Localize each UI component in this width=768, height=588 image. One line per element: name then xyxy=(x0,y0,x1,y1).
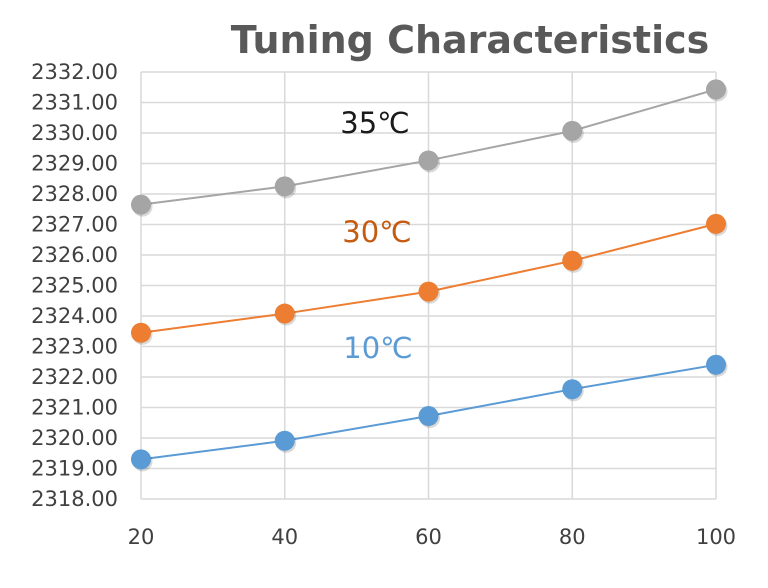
data-point xyxy=(131,194,151,215)
data-point xyxy=(562,379,583,400)
y-tick-label: 2324.00 xyxy=(31,304,118,328)
y-tick-label: 2323.00 xyxy=(31,335,118,359)
series-30c xyxy=(131,213,728,345)
y-tick-label: 2328.00 xyxy=(31,182,118,206)
data-point xyxy=(706,79,726,100)
series-label: 30℃ xyxy=(342,215,411,249)
data-point xyxy=(274,430,295,451)
y-tick-label: 2330.00 xyxy=(31,121,118,145)
y-tick-label: 2329.00 xyxy=(31,152,118,176)
data-point xyxy=(418,281,439,302)
y-tick-label: 2331.00 xyxy=(31,91,118,115)
data-point xyxy=(562,250,583,271)
x-tick-label: 40 xyxy=(271,525,298,549)
x-tick-label: 20 xyxy=(128,525,155,549)
data-point xyxy=(418,150,439,171)
data-point xyxy=(274,176,295,197)
data-point xyxy=(418,406,439,427)
x-axis-ticks: 20 40 60 80 100 xyxy=(128,525,736,549)
y-tick-label: 2327.00 xyxy=(31,213,118,237)
y-tick-label: 2325.00 xyxy=(31,274,118,298)
y-tick-label: 2332.00 xyxy=(31,60,118,84)
series-labels: 35℃ 30℃ 10℃ xyxy=(340,106,412,365)
data-point xyxy=(706,354,726,375)
series-group xyxy=(131,79,728,472)
x-tick-label: 100 xyxy=(696,525,736,549)
y-axis-ticks: 2318.00 2319.00 2320.00 2321.00 2322.00 2323.… xyxy=(31,60,118,511)
x-tick-label: 60 xyxy=(415,525,442,549)
y-tick-label: 2321.00 xyxy=(31,396,118,420)
x-tick-label: 80 xyxy=(559,525,586,549)
series-label: 10℃ xyxy=(343,331,412,365)
series-10c xyxy=(131,354,728,472)
y-tick-label: 2326.00 xyxy=(31,243,118,267)
y-tick-label: 2322.00 xyxy=(31,365,118,389)
data-point xyxy=(131,322,151,343)
series-label: 35℃ xyxy=(340,106,409,140)
data-point xyxy=(562,120,583,141)
chart-title: Tuning Characteristics xyxy=(231,18,710,62)
data-point xyxy=(706,213,726,234)
data-point xyxy=(274,303,295,324)
data-point xyxy=(131,449,151,470)
y-tick-label: 2319.00 xyxy=(31,457,118,481)
series-35c xyxy=(131,79,728,217)
y-tick-label: 2320.00 xyxy=(31,426,118,450)
y-tick-label: 2318.00 xyxy=(31,487,118,511)
